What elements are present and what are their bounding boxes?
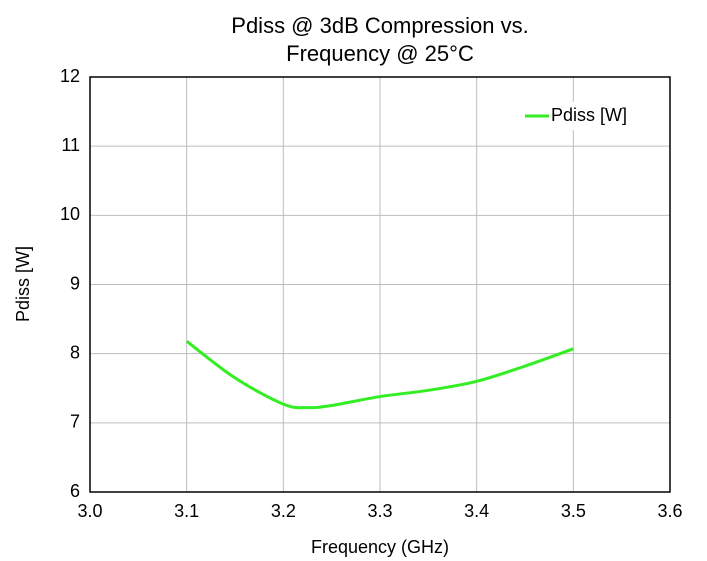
y-tick-label: 10 xyxy=(60,204,80,224)
y-tick-label: 11 xyxy=(61,135,80,155)
y-tick-label: 7 xyxy=(70,412,80,432)
legend-label: Pdiss [W] xyxy=(551,105,627,125)
x-tick-label: 3.3 xyxy=(367,501,392,521)
y-tick-label: 8 xyxy=(70,342,80,362)
x-tick-label: 3.5 xyxy=(561,501,586,521)
chart-title: Frequency @ 25°C xyxy=(286,41,474,66)
y-axis-label: Pdiss [W] xyxy=(13,246,33,322)
x-tick-label: 3.4 xyxy=(464,501,489,521)
x-tick-label: 3.2 xyxy=(271,501,296,521)
y-tick-label: 9 xyxy=(70,273,80,293)
data-line xyxy=(185,340,574,410)
x-axis-label: Frequency (GHz) xyxy=(311,537,449,557)
y-tick-label: 6 xyxy=(70,481,80,501)
x-tick-label: 3.0 xyxy=(77,501,102,521)
x-tick-label: 3.6 xyxy=(657,501,682,521)
x-tick-label: 3.1 xyxy=(174,501,199,521)
chart-title: Pdiss @ 3dB Compression vs. xyxy=(231,13,528,38)
y-tick-label: 12 xyxy=(60,66,80,86)
plot-border xyxy=(89,76,671,493)
